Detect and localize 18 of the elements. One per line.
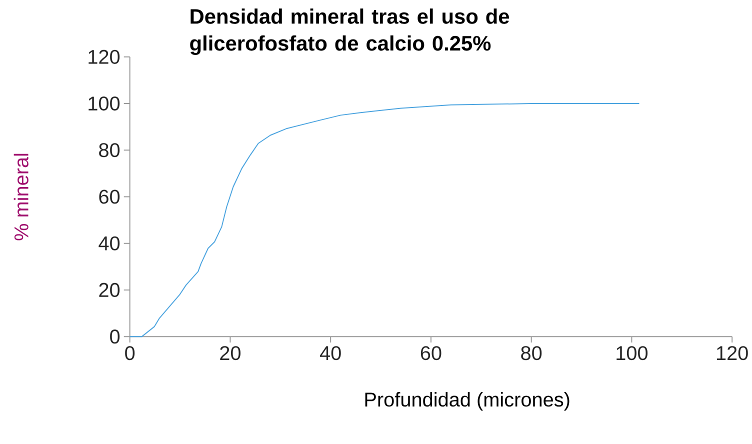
y-tick-label: 0 [110, 329, 120, 344]
x-tick-label: 20 [220, 346, 240, 360]
y-axis-title: % mineral [14, 154, 28, 240]
y-tick-label: 100 [88, 96, 120, 110]
x-tick-label: 80 [521, 346, 542, 360]
y-tick-label: 40 [98, 236, 120, 250]
y-tick-label: 60 [99, 189, 120, 204]
x-tick-label: 60 [420, 346, 442, 360]
x-tick-label: 0 [125, 346, 135, 360]
x-axis-title: Profundidad (micrones) [365, 392, 570, 410]
y-tick-label: 80 [99, 142, 120, 157]
chart-title: Densidad mineral tras el uso de glicerofosfato de calcio 0.25% [190, 8, 510, 55]
x-tick-label: 100 [616, 346, 648, 360]
y-tick-label: 120 [88, 50, 120, 64]
line-series [129, 102, 640, 337]
x-tick-label: 120 [717, 346, 748, 360]
x-tick-label: 40 [320, 346, 341, 360]
y-tick-label: 20 [99, 282, 120, 297]
